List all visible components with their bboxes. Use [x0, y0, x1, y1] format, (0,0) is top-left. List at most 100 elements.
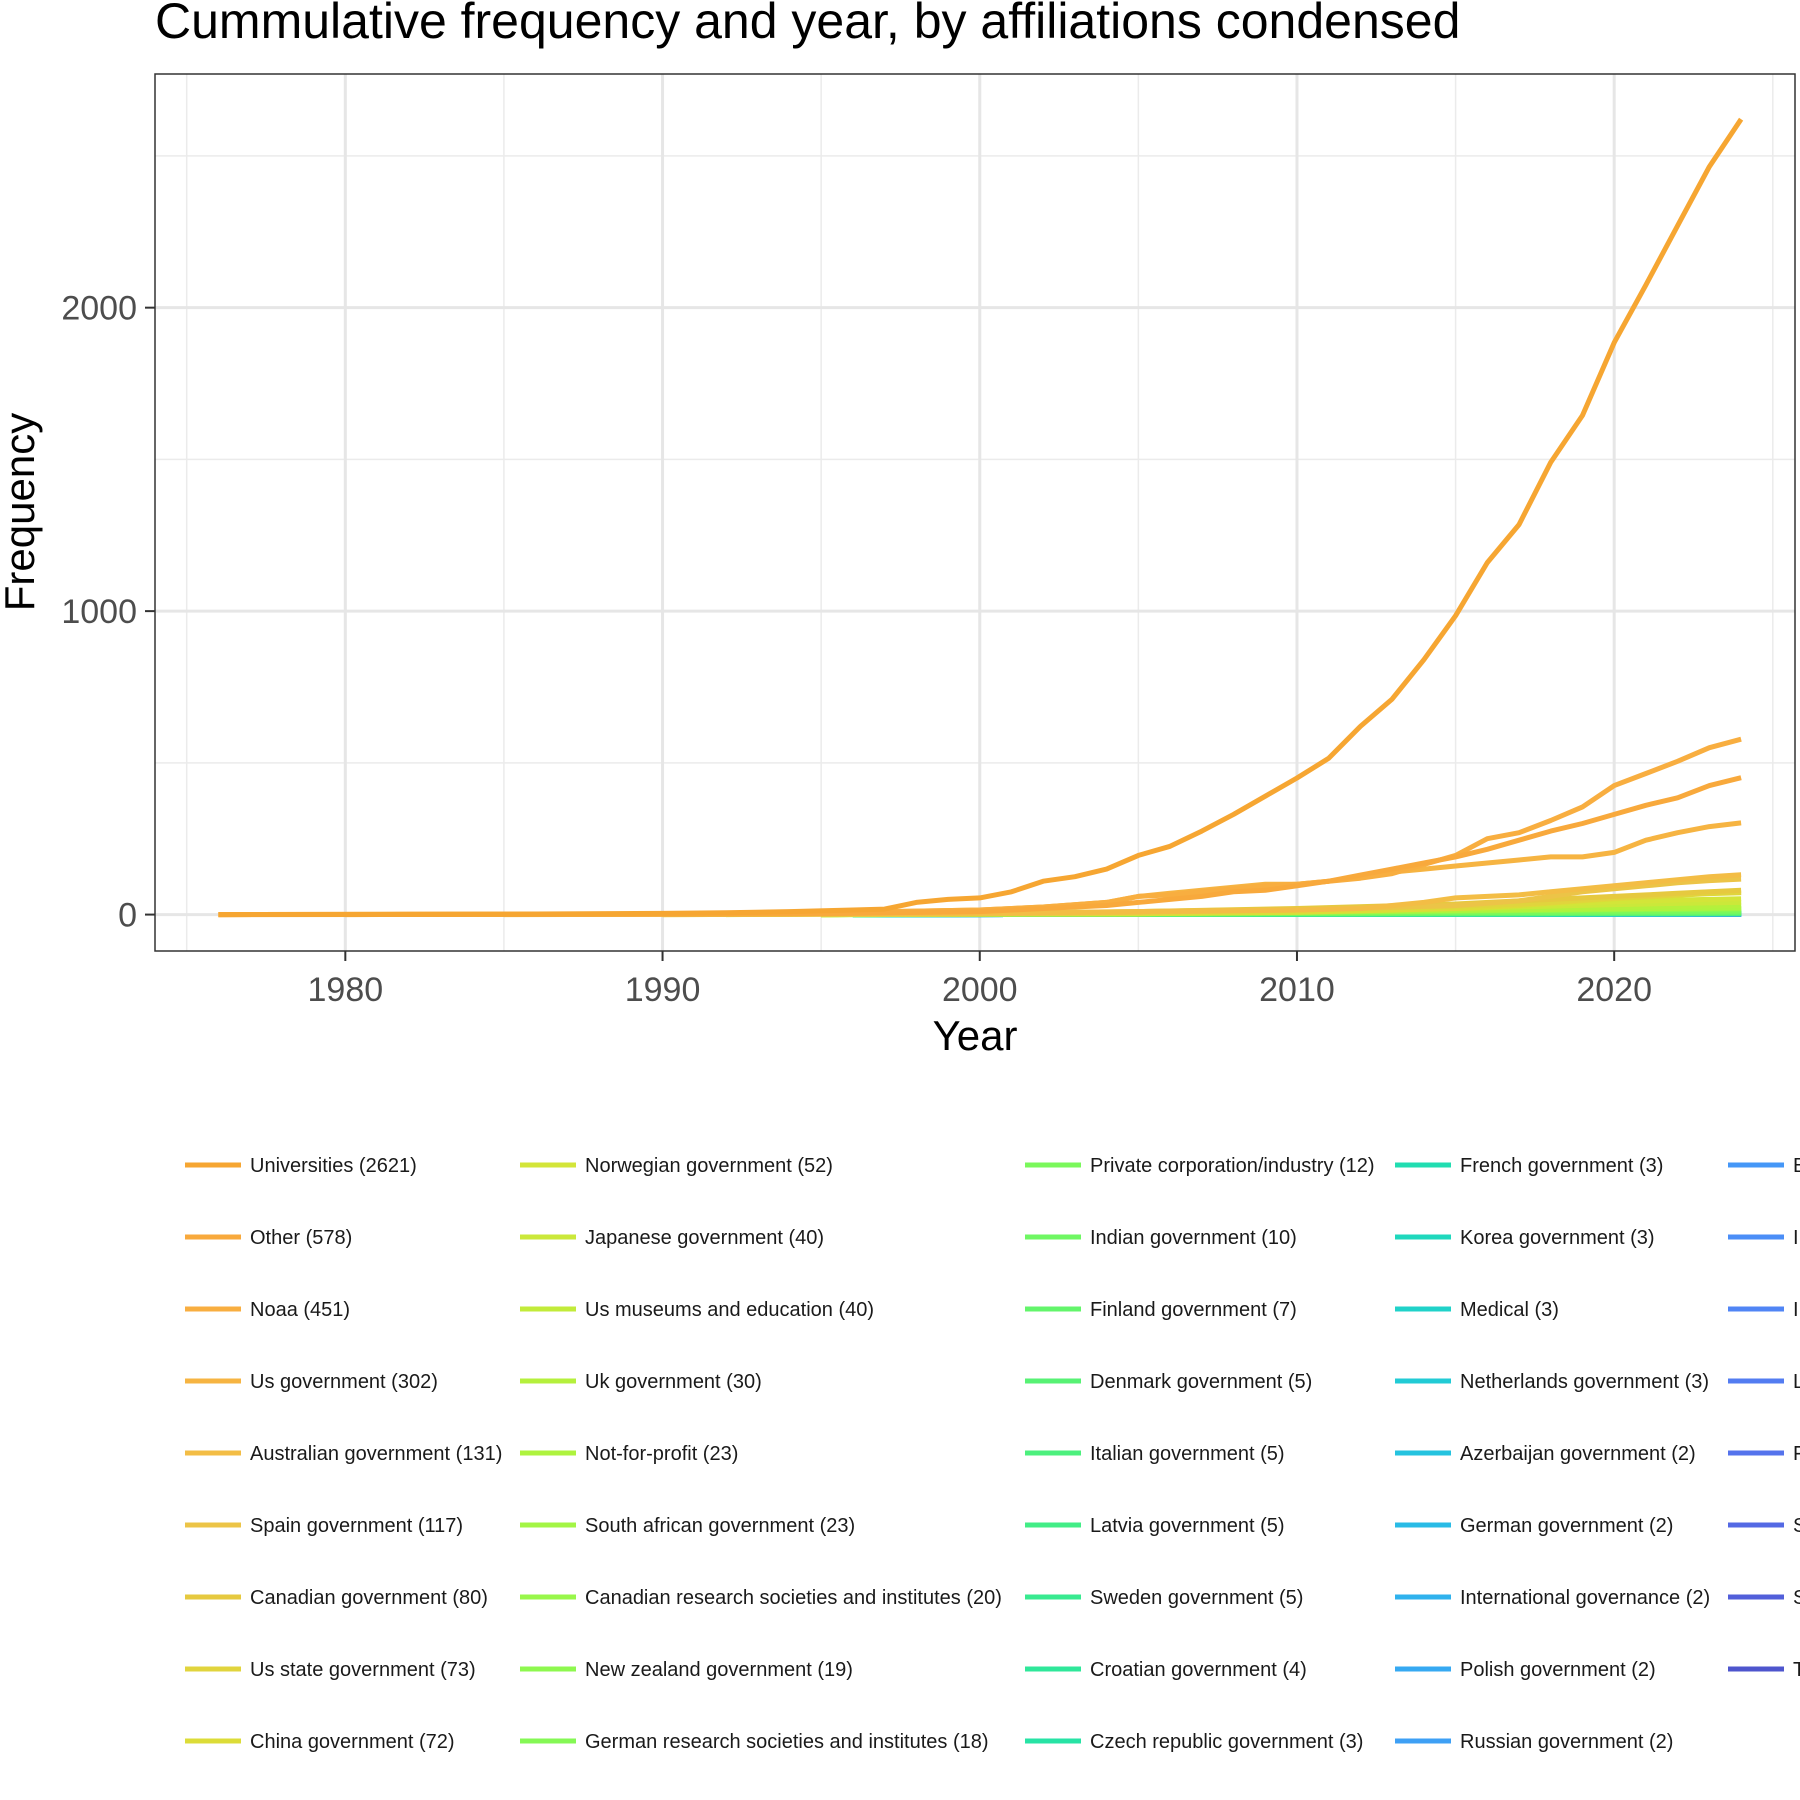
legend-label: German government (2): [1460, 1515, 1673, 1537]
y-tick-label: 1000: [61, 593, 137, 631]
x-tick-label: 2010: [1259, 971, 1335, 1009]
legend-label: T: [1793, 1659, 1800, 1681]
legend-label: F: [1793, 1443, 1800, 1465]
x-tick-label: 1990: [625, 971, 701, 1009]
legend-label: Italian government (5): [1090, 1443, 1285, 1465]
legend-label: South african government (23): [585, 1515, 855, 1537]
legend-label: China government (72): [250, 1731, 455, 1753]
legend-item: China government (72): [185, 1731, 455, 1753]
series-line: [218, 117, 1744, 918]
legend-item: Spain government (117): [185, 1515, 463, 1537]
legend-label: International governance (2): [1460, 1587, 1710, 1609]
legend-label: Norwegian government (52): [585, 1155, 833, 1177]
plot-border: [154, 73, 1796, 952]
minor-gridlines: [155, 74, 1795, 951]
legend-label: Noaa (451): [250, 1299, 350, 1321]
x-tick-label: 2000: [942, 971, 1018, 1009]
legend-label: Croatian government (4): [1090, 1659, 1307, 1681]
legend-item: Croatian government (4): [1025, 1659, 1307, 1681]
legend-label: Medical (3): [1460, 1299, 1559, 1321]
legend-label: L: [1793, 1371, 1800, 1393]
legend-label: Korea government (3): [1460, 1227, 1655, 1249]
legend-item: French government (3): [1395, 1155, 1663, 1177]
legend-item: F: [1728, 1443, 1800, 1465]
legend-item: S: [1728, 1587, 1800, 1609]
legend-label: Denmark government (5): [1090, 1371, 1312, 1393]
legend-label: Private corporation/industry (12): [1090, 1155, 1375, 1177]
y-tick-label: 0: [118, 897, 137, 935]
legend-item: Japanese government (40): [520, 1227, 824, 1249]
legend-label: Uk government (30): [585, 1371, 762, 1393]
plot-background: [155, 74, 1795, 951]
legend-label: Canadian research societies and institut…: [585, 1587, 1002, 1609]
x-axis-title: Year: [933, 1012, 1018, 1059]
legend-label: Universities (2621): [250, 1155, 417, 1177]
legend-label: Us museums and education (40): [585, 1299, 874, 1321]
legend-label: Polish government (2): [1460, 1659, 1656, 1681]
legend-label: S: [1793, 1515, 1800, 1537]
legend-label: Azerbaijan government (2): [1460, 1443, 1696, 1465]
legend-label: Sweden government (5): [1090, 1587, 1303, 1609]
series-line: [345, 872, 1742, 918]
y-tick-label: 2000: [61, 290, 137, 328]
legend-item: Not-for-profit (23): [520, 1443, 738, 1465]
series-line: [218, 775, 1742, 918]
legend-label: Latvia government (5): [1090, 1515, 1285, 1537]
legend-label: Australian government (131): [250, 1443, 502, 1465]
legend-label: French government (3): [1460, 1155, 1663, 1177]
legend-item: T: [1728, 1659, 1800, 1681]
legend-label: B: [1793, 1155, 1800, 1177]
legend-item: Us state government (73): [185, 1659, 476, 1681]
legend-item: Other (578): [185, 1227, 352, 1249]
series-lines: [218, 117, 1744, 918]
legend-label: Canadian government (80): [250, 1587, 488, 1609]
legend-item: International governance (2): [1395, 1587, 1710, 1609]
legend-label: Us state government (73): [250, 1659, 476, 1681]
y-axis: 0 1000 2000: [61, 290, 155, 935]
chart-title: Cummulative frequency and year, by affil…: [155, 0, 1460, 49]
legend-label: Other (578): [250, 1227, 352, 1249]
legend-item: Latvia government (5): [1025, 1515, 1285, 1537]
legend-item: Private corporation/industry (12): [1025, 1155, 1375, 1177]
legend-label: S: [1793, 1587, 1800, 1609]
legend-item: New zealand government (19): [520, 1659, 853, 1681]
legend-item: Finland government (7): [1025, 1299, 1297, 1321]
legend-label: Finland government (7): [1090, 1299, 1297, 1321]
legend-item: Czech republic government (3): [1025, 1731, 1363, 1753]
legend-item: South african government (23): [520, 1515, 855, 1537]
legend-item: Sweden government (5): [1025, 1587, 1303, 1609]
legend: Universities (2621) Other (578) Noaa (451)…: [185, 1155, 1800, 1753]
legend-label: Us government (302): [250, 1371, 438, 1393]
legend-item: I: [1728, 1227, 1799, 1249]
legend-item: German government (2): [1395, 1515, 1673, 1537]
legend-item: Netherlands government (3): [1395, 1371, 1709, 1393]
legend-item: S: [1728, 1515, 1800, 1537]
legend-item: Uk government (30): [520, 1371, 762, 1393]
legend-item: Indian government (10): [1025, 1227, 1297, 1249]
legend-item: B: [1728, 1155, 1800, 1177]
legend-item: L: [1728, 1371, 1800, 1393]
legend-item: Polish government (2): [1395, 1659, 1656, 1681]
legend-label: Russian government (2): [1460, 1731, 1673, 1753]
legend-item: German research societies and institutes…: [520, 1731, 989, 1753]
legend-label: Spain government (117): [250, 1515, 463, 1537]
legend-label: Japanese government (40): [585, 1227, 824, 1249]
y-axis-title: Frequency: [0, 413, 43, 611]
legend-label: Indian government (10): [1090, 1227, 1297, 1249]
x-axis: 1980 1990 2000 2010 2020: [308, 951, 1652, 1009]
legend-item: Us government (302): [185, 1371, 438, 1393]
legend-item: Italian government (5): [1025, 1443, 1285, 1465]
legend-item: Medical (3): [1395, 1299, 1559, 1321]
legend-item: Azerbaijan government (2): [1395, 1443, 1696, 1465]
legend-item: Russian government (2): [1395, 1731, 1673, 1753]
legend-item: I: [1728, 1299, 1799, 1321]
legend-item: Korea government (3): [1395, 1227, 1655, 1249]
legend-item: Canadian research societies and institut…: [520, 1587, 1002, 1609]
legend-label: New zealand government (19): [585, 1659, 853, 1681]
legend-label: Not-for-profit (23): [585, 1443, 738, 1465]
legend-item: Universities (2621): [185, 1155, 417, 1177]
legend-item: Noaa (451): [185, 1299, 350, 1321]
legend-label: German research societies and institutes…: [585, 1731, 989, 1753]
x-tick-label: 1980: [308, 971, 384, 1009]
